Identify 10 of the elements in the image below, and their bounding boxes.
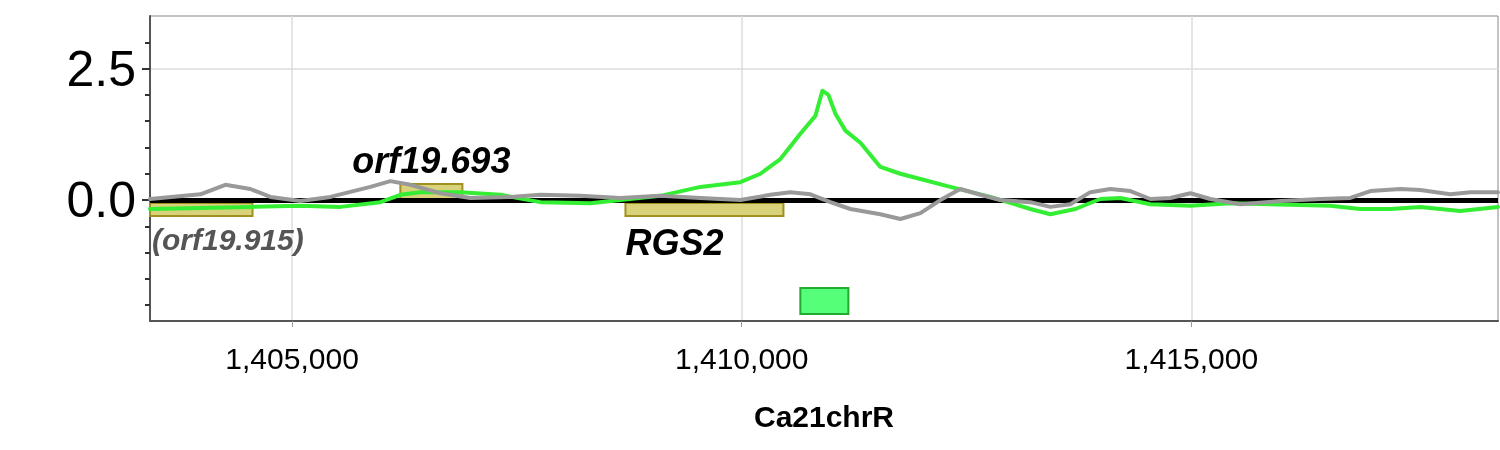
band-label: RGS2	[625, 221, 724, 263]
y-tick-label: 2.5	[66, 40, 136, 97]
band-label: orf19.693	[352, 139, 511, 181]
y-tick-label: 0.0	[66, 172, 136, 229]
line-series	[148, 179, 1500, 221]
x-tick-label: 1,405,000	[225, 341, 359, 375]
x-tick-label: 1,415,000	[1124, 341, 1259, 375]
band-label: (orf19.915)	[152, 222, 304, 256]
x-tick-label: 1,410,000	[674, 341, 809, 375]
x-axis-title: Ca21chrR	[753, 399, 895, 433]
